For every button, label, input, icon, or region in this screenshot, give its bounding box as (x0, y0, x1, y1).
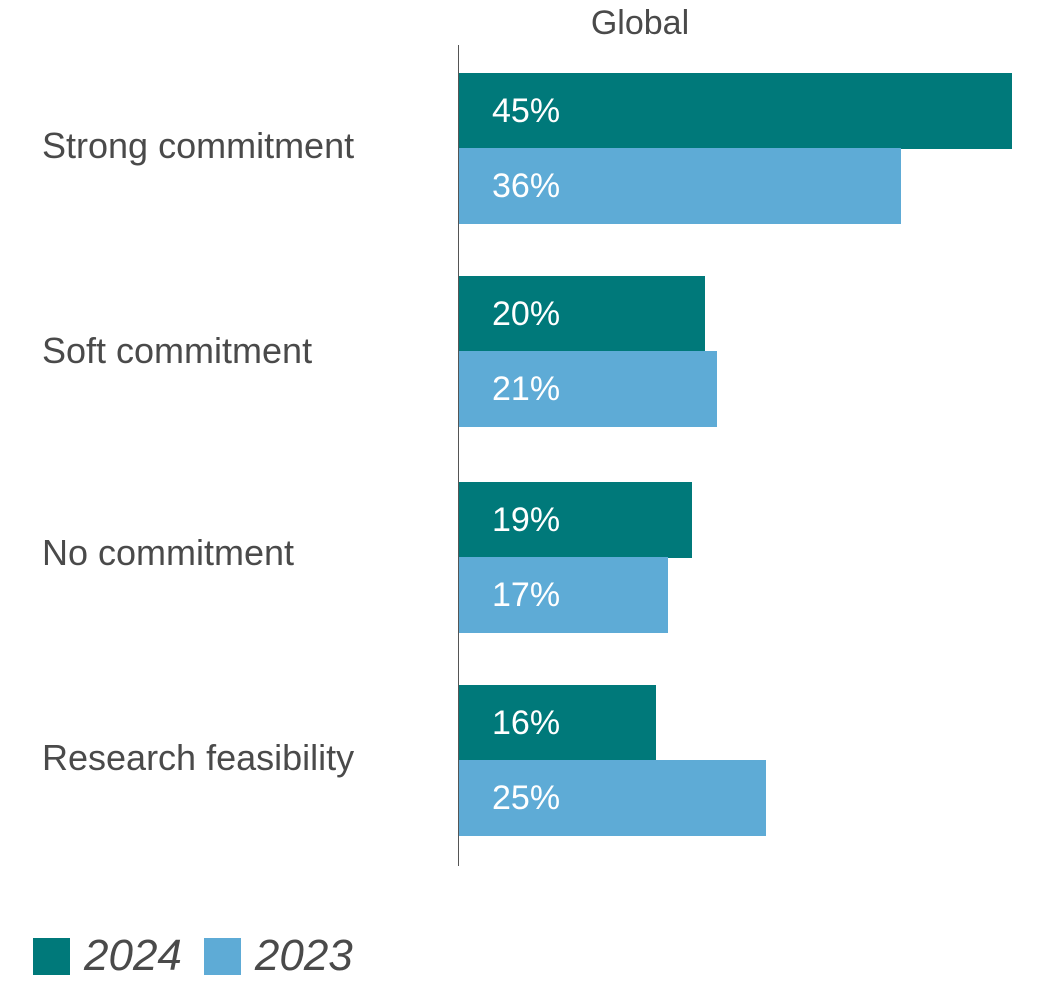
data-label-research-feasibility-2024: 16% (492, 704, 561, 742)
bar-soft-commitment-2023: 21% (459, 351, 717, 427)
bar-strong-commitment-2023: 36% (459, 148, 901, 224)
legend-swatch-2023 (203, 937, 241, 975)
bar-no-commitment-2023: 17% (459, 557, 668, 633)
category-label-research-feasibility: Research feasibility (42, 737, 355, 778)
legend-item-2024: 2024 (33, 932, 182, 980)
category-label-no-commitment: No commitment (42, 532, 295, 573)
category-label-strong-commitment: Strong commitment (42, 125, 355, 166)
category-label-soft-commitment: Soft commitment (42, 330, 313, 371)
legend-label-2024: 2024 (84, 931, 182, 980)
data-label-strong-commitment-2024: 45% (492, 92, 561, 130)
bar-research-feasibility-2024: 16% (459, 685, 656, 761)
data-label-no-commitment-2024: 19% (492, 501, 561, 539)
legend: 2024 2023 (33, 932, 375, 980)
data-label-no-commitment-2023: 17% (492, 576, 561, 614)
data-label-soft-commitment-2024: 20% (492, 295, 561, 333)
legend-label-2023: 2023 (254, 931, 353, 980)
bar-research-feasibility-2023: 25% (459, 760, 766, 836)
legend-item-2023: 2023 (203, 931, 353, 980)
y-axis-line (458, 45, 459, 866)
data-label-research-feasibility-2023: 25% (492, 779, 561, 817)
legend-swatch-2024 (33, 937, 70, 975)
bar-no-commitment-2024: 19% (459, 482, 692, 558)
data-label-soft-commitment-2023: 21% (492, 370, 561, 408)
data-label-strong-commitment-2023: 36% (492, 167, 561, 205)
chart-title: Global (590, 4, 690, 42)
bar-strong-commitment-2024: 45% (459, 73, 1012, 149)
bar-soft-commitment-2024: 20% (459, 276, 705, 352)
